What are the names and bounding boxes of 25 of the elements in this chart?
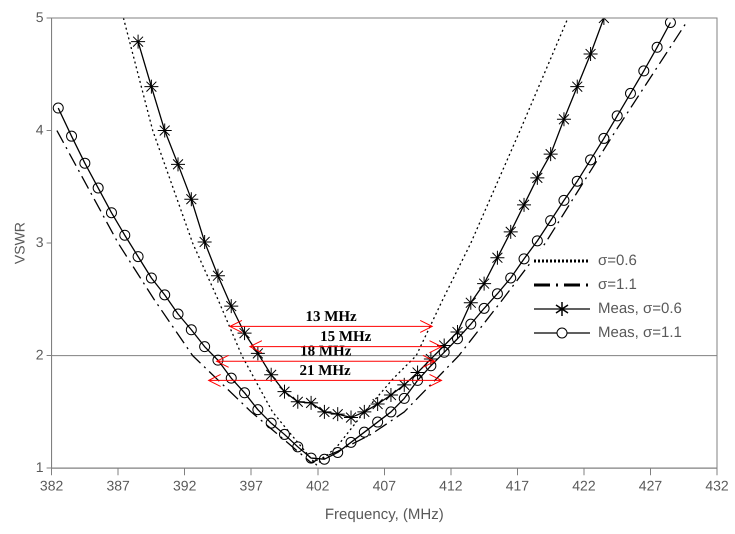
- y-tick-label: 3: [36, 234, 44, 250]
- x-tick-label: 387: [106, 477, 130, 494]
- annotation: 13 MHz: [305, 308, 358, 325]
- y-tick-label: 1: [36, 459, 44, 476]
- x-tick-label: 397: [240, 477, 264, 494]
- legend-label: Meas, σ=0.6: [598, 298, 682, 319]
- x-axis-title: Frequency, (MHz): [324, 506, 444, 524]
- x-tick-label: 417: [506, 477, 530, 494]
- legend-label: σ=1.1: [598, 274, 637, 295]
- legend-label: Meas, σ=1.1: [598, 322, 682, 343]
- y-tick-label: 4: [36, 121, 44, 138]
- x-tick-label: 427: [638, 477, 662, 494]
- x-tick-label: 407: [372, 477, 396, 494]
- x-tick-label: 392: [172, 477, 197, 494]
- legend-label: σ=0.6: [598, 250, 637, 271]
- y-tick-label: 5: [36, 8, 44, 25]
- x-tick-label: 422: [572, 477, 596, 494]
- x-tick-label: 382: [40, 477, 64, 494]
- annotation: 15 MHz: [320, 329, 372, 346]
- x-tick-label: 412: [439, 477, 463, 494]
- x-tick-label: 432: [705, 477, 729, 494]
- x-tick-label: 402: [306, 477, 330, 494]
- annotation: 21 MHz: [299, 362, 352, 379]
- y-tick-label: 2: [36, 346, 44, 363]
- y-axis-title: VSWR: [11, 222, 28, 264]
